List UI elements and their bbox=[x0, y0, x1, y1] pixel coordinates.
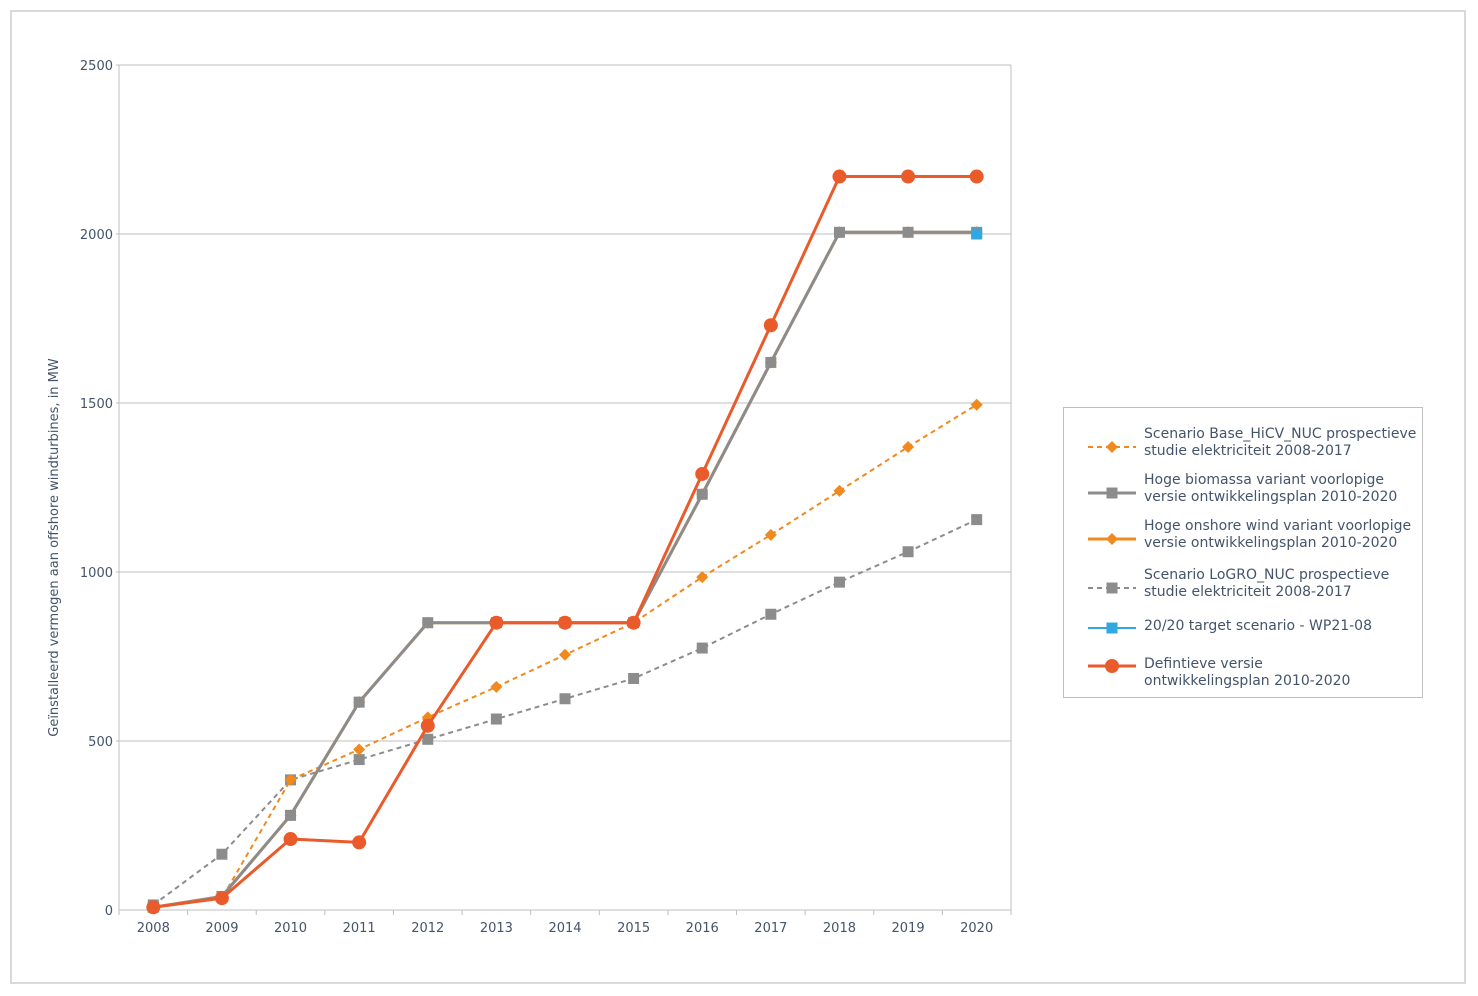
data-point-3-2015 bbox=[628, 672, 640, 684]
legend-label-onshore: Hoge onshore wind variant voorlopige vers… bbox=[1144, 518, 1412, 551]
data-point-5-2020 bbox=[969, 169, 984, 184]
data-point-5-2018 bbox=[832, 169, 847, 184]
y-axis-title: Geïnstalleerd vermogen aan offshore wind… bbox=[47, 358, 62, 737]
data-point-0-2020 bbox=[970, 398, 983, 411]
series-2 bbox=[147, 226, 983, 914]
data-point-5-2012 bbox=[420, 718, 435, 733]
series-line-5 bbox=[153, 175, 977, 909]
legend-swatch-onshore bbox=[1088, 533, 1136, 545]
legend-marker-3 bbox=[1106, 582, 1118, 594]
x-tick-label-2018: 2018 bbox=[823, 921, 856, 936]
y-tick-label-1500: 1500 bbox=[80, 397, 113, 412]
series-line-3 bbox=[152, 518, 978, 906]
data-point-5-2016 bbox=[695, 466, 710, 481]
data-point-0-2019 bbox=[902, 440, 915, 453]
legend-marker-2 bbox=[1106, 533, 1118, 545]
x-tick-label-2008: 2008 bbox=[137, 921, 170, 936]
legend-label-logro: Scenario LoGRO_NUC prospectieve studie el… bbox=[1144, 567, 1390, 600]
data-point-5-2013 bbox=[489, 615, 504, 630]
data-point-5-2008 bbox=[146, 900, 161, 915]
data-point-1-2012 bbox=[422, 617, 434, 629]
data-point-3-2014 bbox=[559, 693, 571, 705]
x-tick-label-2015: 2015 bbox=[617, 921, 650, 936]
data-point-3-2018 bbox=[833, 576, 845, 588]
data-point-0-2011 bbox=[353, 743, 366, 756]
data-point-5-2009 bbox=[214, 891, 229, 906]
series-4 bbox=[971, 228, 983, 240]
data-point-1-2010 bbox=[285, 809, 297, 821]
data-point-0-2010 bbox=[284, 773, 297, 786]
data-point-5-2011 bbox=[352, 835, 367, 850]
y-tick-label-0: 0 bbox=[105, 904, 113, 919]
series-3 bbox=[147, 514, 983, 911]
data-point-0-2014 bbox=[559, 648, 571, 661]
chart-legend: Scenario Base_HiCV_NUC prospectieve studi… bbox=[1063, 407, 1423, 698]
data-point-5-2014 bbox=[558, 615, 572, 630]
legend-swatch-logro bbox=[1088, 582, 1136, 594]
data-point-1-2018 bbox=[833, 226, 845, 238]
data-point-1-2016 bbox=[696, 488, 708, 500]
data-point-4-2020 bbox=[971, 228, 983, 240]
data-point-0-2013 bbox=[490, 680, 503, 693]
data-point-3-2020 bbox=[971, 514, 983, 526]
data-point-3-2019 bbox=[902, 546, 914, 558]
data-point-3-2017 bbox=[765, 608, 777, 620]
x-tick-label-2014: 2014 bbox=[548, 921, 581, 936]
y-tick-label-2500: 2500 bbox=[80, 59, 113, 74]
data-point-0-2018 bbox=[833, 484, 846, 497]
x-tick-label-2016: 2016 bbox=[686, 921, 719, 936]
data-point-5-2017 bbox=[763, 318, 778, 333]
x-tick-label-2017: 2017 bbox=[754, 921, 787, 936]
legend-marker-1 bbox=[1106, 487, 1118, 499]
data-point-1-2019 bbox=[902, 226, 914, 238]
x-tick-label-2013: 2013 bbox=[480, 921, 513, 936]
y-tick-label-1000: 1000 bbox=[80, 566, 113, 581]
legend-swatch-base-hicv bbox=[1088, 441, 1136, 453]
legend-marker-0 bbox=[1106, 441, 1118, 453]
legend-label-definitief: Defintieve versie ontwikkelingsplan 2010-… bbox=[1144, 656, 1351, 689]
x-tick-label-2019: 2019 bbox=[892, 921, 925, 936]
legend-swatch-target bbox=[1088, 622, 1136, 634]
data-point-3-2016 bbox=[696, 642, 708, 654]
x-tick-label-2012: 2012 bbox=[411, 921, 444, 936]
data-point-3-2009 bbox=[216, 848, 228, 860]
data-point-3-2012 bbox=[422, 733, 434, 745]
x-tick-label-2011: 2011 bbox=[343, 921, 376, 936]
data-point-3-2013 bbox=[490, 713, 502, 725]
legend-marker-4 bbox=[1106, 622, 1118, 634]
y-tick-label-500: 500 bbox=[88, 735, 113, 750]
series-5 bbox=[146, 169, 984, 915]
data-point-1-2017 bbox=[765, 356, 777, 368]
legend-marker-5 bbox=[1105, 659, 1119, 673]
x-tick-label-2010: 2010 bbox=[274, 921, 307, 936]
data-point-5-2010 bbox=[283, 832, 298, 847]
data-point-5-2019 bbox=[901, 169, 916, 184]
x-tick-label-2020: 2020 bbox=[960, 921, 993, 936]
data-point-3-2011 bbox=[353, 754, 365, 766]
data-point-0-2016 bbox=[696, 571, 709, 584]
legend-label-target: 20/20 target scenario - WP21-08 bbox=[1144, 618, 1372, 634]
legend-swatch-biomassa bbox=[1088, 487, 1136, 499]
legend-swatch-definitief bbox=[1088, 659, 1136, 673]
data-point-1-2011 bbox=[353, 696, 365, 708]
series-line-2 bbox=[153, 230, 977, 909]
x-tick-label-2009: 2009 bbox=[205, 921, 238, 936]
y-tick-label-2000: 2000 bbox=[80, 228, 113, 243]
chart-frame bbox=[10, 10, 1466, 984]
data-point-0-2017 bbox=[764, 528, 777, 541]
legend-label-base-hicv: Scenario Base_HiCV_NUC prospectieve studi… bbox=[1144, 426, 1417, 459]
legend-label-biomassa: Hoge biomassa variant voorlopige versie o… bbox=[1144, 472, 1398, 505]
data-point-5-2015 bbox=[626, 615, 641, 630]
series-line-1 bbox=[153, 230, 977, 909]
